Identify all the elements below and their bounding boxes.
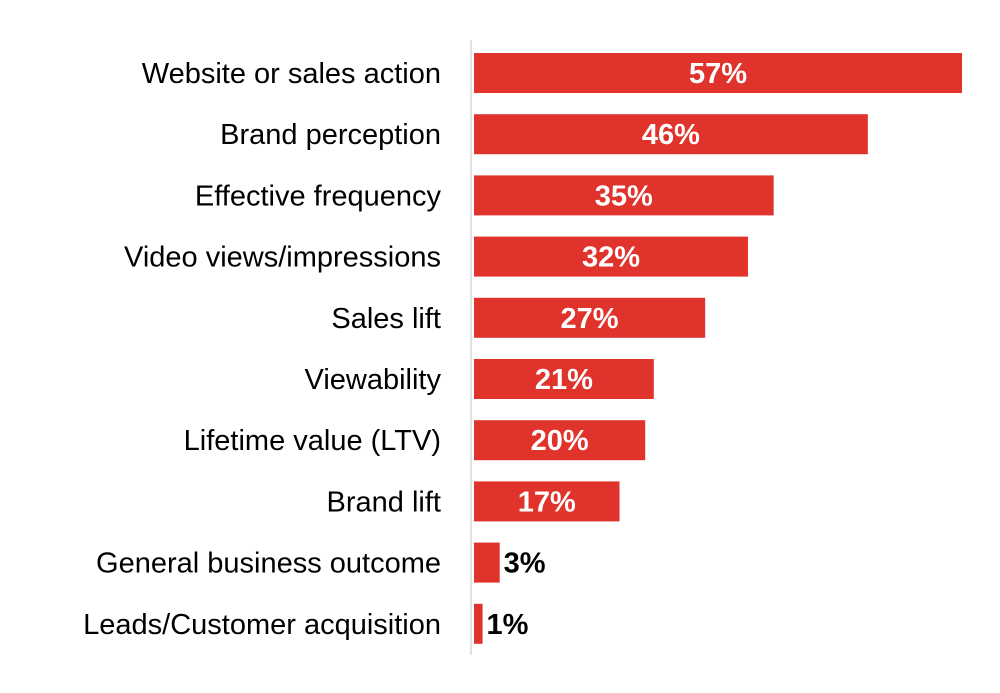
data-label: 21% <box>535 364 593 396</box>
category-label: General business outcome <box>96 548 441 580</box>
category-label: Video views/impressions <box>124 242 441 274</box>
data-label: 35% <box>595 180 653 212</box>
data-label: 27% <box>561 303 619 335</box>
category-label: Brand perception <box>220 119 441 151</box>
category-label: Lifetime value (LTV) <box>184 425 441 457</box>
category-label: Leads/Customer acquisition <box>83 609 441 641</box>
bar <box>474 114 868 155</box>
category-label: Website or sales action <box>142 58 441 90</box>
category-label: Sales lift <box>331 303 441 335</box>
category-label: Brand lift <box>327 486 441 518</box>
bar <box>474 542 500 583</box>
data-label: 46% <box>642 119 700 151</box>
bar <box>474 603 483 644</box>
bar <box>474 359 654 399</box>
bars-group: Website or sales action 57% Brand percepti… <box>83 53 962 644</box>
bar <box>474 420 646 461</box>
data-label: 17% <box>518 486 576 518</box>
data-label: 32% <box>582 242 640 274</box>
bar <box>474 236 748 277</box>
bar <box>474 481 620 522</box>
bar <box>474 53 962 93</box>
category-label: Effective frequency <box>195 180 442 212</box>
bar <box>474 175 774 216</box>
data-label: 1% <box>487 609 529 641</box>
category-label: Viewability <box>305 364 442 396</box>
bar <box>474 297 706 338</box>
data-label: 57% <box>689 58 747 90</box>
data-label: 20% <box>531 425 589 457</box>
data-label: 3% <box>504 548 546 580</box>
